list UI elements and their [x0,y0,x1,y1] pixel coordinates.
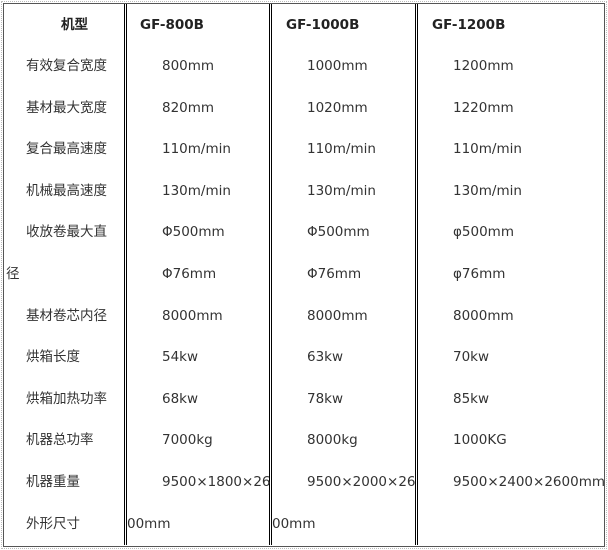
row-label: 收放卷最大直 [26,224,107,241]
row-value: 7000kg [162,432,213,449]
header-model: GF-1200B [432,17,506,33]
row-value: 9500×2000×26 [307,474,416,490]
row-value: 1220mm [453,99,514,116]
row-label: 机器重量 [26,474,80,490]
row-value: 68kw [162,390,199,407]
column-divider [269,4,272,545]
row-value: 54kw [162,349,199,366]
row-value: Φ76mm [162,266,217,282]
row-label: 烘箱长度 [26,349,80,366]
row-value: φ500mm [453,224,514,241]
row-label: 机械最高速度 [26,182,107,199]
row-value: 800mm [162,58,215,74]
row-value: 78kw [307,390,344,407]
row-value: 130m/min [162,182,231,199]
row-value: 820mm [162,99,215,116]
row-value: 63kw [307,349,344,366]
row-label: 基材最大宽度 [26,99,107,116]
header-model: GF-1000B [286,17,360,33]
header-label: 机型 [61,17,88,33]
row-value: 8000mm [162,307,223,324]
row-label: 基材卷芯内径 [26,307,107,324]
row-value: 85kw [453,390,490,407]
row-value: 130m/min [453,182,522,199]
row-value: 9500×1800×26 [162,474,271,490]
row-value: 1200mm [453,58,514,74]
row-label: 径 [6,266,20,282]
row-value: Φ76mm [307,266,362,282]
row-value: Φ500mm [162,224,225,241]
row-value: 130m/min [307,182,376,199]
row-value: Φ500mm [307,224,370,241]
row-value: φ76mm [453,266,506,282]
row-label: 机器总功率 [26,432,94,449]
row-value: 00mm [127,515,171,532]
row-value: 1000mm [307,58,368,74]
column-divider [124,4,127,545]
row-value: 8000mm [307,307,368,324]
row-value: 8000kg [307,432,358,449]
column-divider [415,4,418,545]
row-value: 110m/min [453,141,522,158]
row-label: 外形尺寸 [26,515,80,532]
row-value: 110m/min [162,141,231,158]
row-value: 9500×2400×2600mm [453,474,605,490]
row-label: 复合最高速度 [26,141,107,158]
header-model: GF-800B [140,17,204,33]
row-value: 8000mm [453,307,514,324]
row-value: 1020mm [307,99,368,116]
row-value: 70kw [453,349,490,366]
row-label: 烘箱加热功率 [26,390,107,407]
row-value: 00mm [272,515,316,532]
row-value: 110m/min [307,141,376,158]
row-value: 1000KG [453,432,507,449]
row-label: 有效复合宽度 [26,58,107,74]
